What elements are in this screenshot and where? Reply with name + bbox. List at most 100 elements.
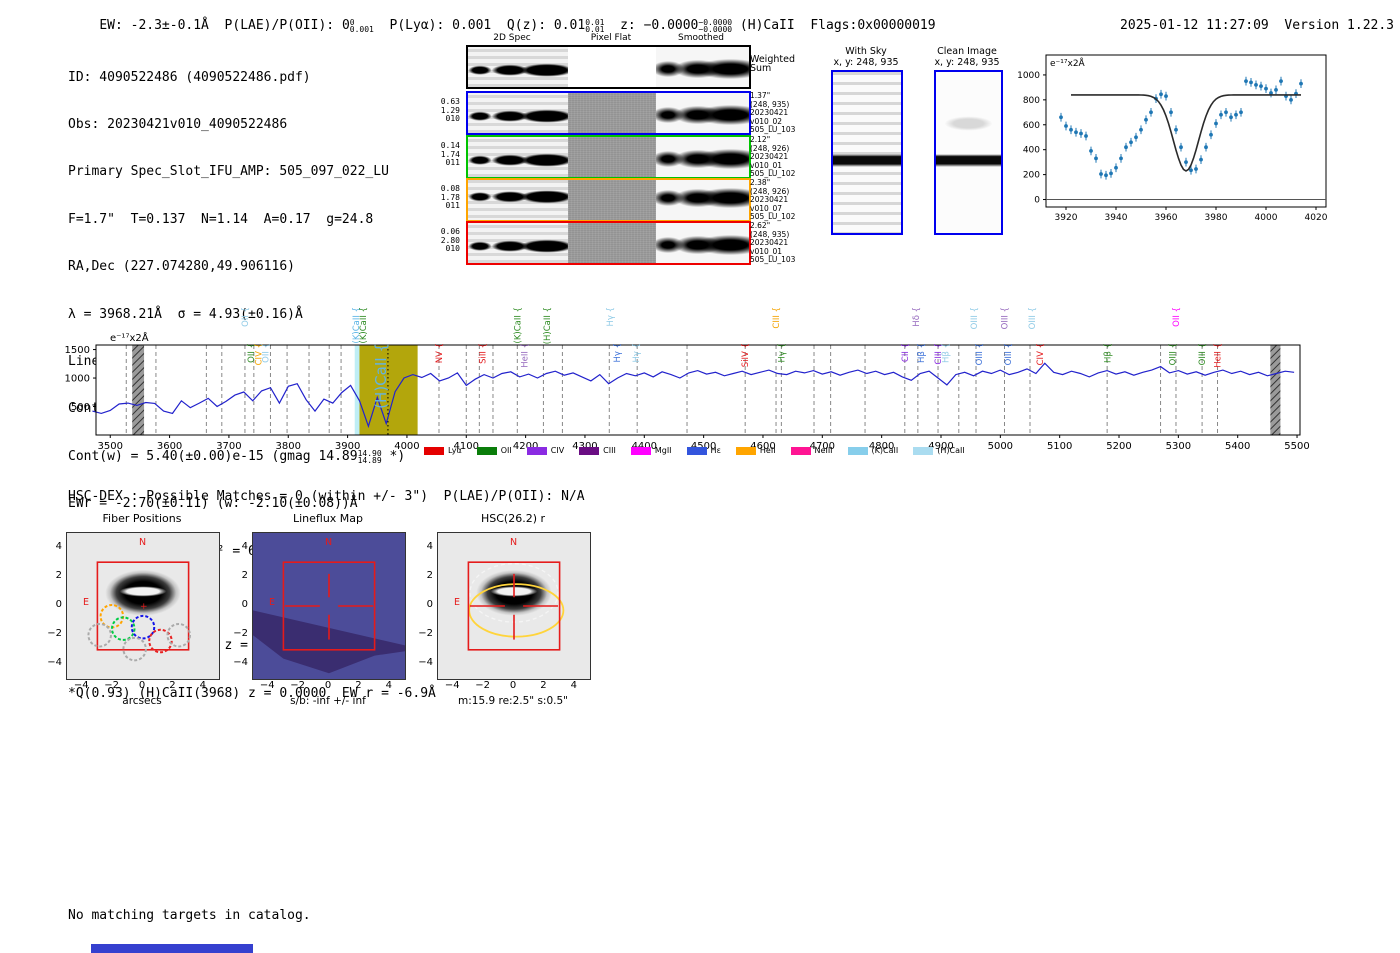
spec2d-image [468, 137, 568, 177]
fiber-circle [148, 628, 173, 654]
weighted-sum-label: Weighted Sum [750, 54, 795, 74]
footer-color-bar [91, 944, 253, 953]
emission-line-label: OIII { [1004, 343, 1014, 365]
emission-line-label: OII { [247, 343, 257, 363]
y-tick-label: −4 [47, 657, 62, 669]
legend-item: MgII [630, 446, 672, 455]
emission-line-label: OIII { [975, 343, 985, 365]
header-meta: 2025-01-12 11:27:09 Version 1.22.3 [1089, 3, 1394, 48]
spec2d-row-1 [466, 91, 751, 135]
x-tick-label: −2 [290, 680, 305, 691]
legend-swatch [790, 446, 811, 455]
fiber-weights-2: 0.14 1.74 011 [440, 141, 460, 167]
legend-item: (K)CaII [847, 446, 898, 455]
emission-line-label: (K)CaII { [359, 307, 369, 343]
y-tick-label: −2 [47, 628, 62, 640]
svg-text:3940: 3940 [1105, 213, 1128, 223]
svg-text:5000: 5000 [988, 441, 1013, 452]
hsc-xaxis-label: m:15.9 re:2.5" s:0.5" [458, 695, 568, 707]
north-label: N [510, 537, 518, 548]
y-tick-label: 4 [241, 540, 248, 552]
legend-swatch [526, 446, 547, 455]
info-seeing: F=1.7" T=0.137 N=1.14 A=0.17 g=24.8 [68, 211, 374, 227]
hsc-r-title: HSC(26.2) r [480, 512, 546, 525]
clean-image-coords: x, y: 248, 935 [934, 57, 1000, 68]
fiber-circle [110, 616, 136, 641]
fiber-id-1: 1.37" (248, 935) 20230421 v010_02 505_LU… [750, 91, 796, 134]
svg-text:1000: 1000 [1017, 71, 1040, 81]
with-sky-title: With Sky [845, 46, 887, 57]
y-tick-label: 4 [426, 540, 433, 552]
legend-swatch [686, 446, 707, 455]
footer-line-1: No matching targets in catalog. [68, 908, 311, 923]
emission-line-label: OII { [1172, 307, 1182, 327]
svg-text:4800: 4800 [869, 441, 894, 452]
x-tick-label: −4 [73, 680, 89, 691]
center-marker: + [140, 602, 148, 612]
y-tick-label: 2 [241, 569, 248, 581]
spec2d-row-weighted-sum [466, 45, 751, 89]
svg-text:3600: 3600 [157, 441, 182, 452]
svg-text:3900: 3900 [335, 441, 360, 452]
pixelflat-image [568, 93, 656, 133]
east-label: E [454, 597, 461, 608]
legend-item: Lyα [424, 446, 462, 455]
olive-band [359, 345, 418, 435]
with-sky-cutout [831, 70, 903, 235]
emission-line-label: (H)CaII { [543, 307, 553, 344]
emission-line-label: SiIV { [741, 343, 751, 367]
y-tick-label: −2 [418, 628, 433, 640]
legend-swatch [847, 446, 868, 455]
emission-line-label: OIII { [970, 307, 980, 329]
emission-line-label: CIV { [255, 343, 265, 365]
lineflux-map-title: Lineflux Map [292, 512, 364, 525]
svg-text:500: 500 [71, 402, 90, 413]
y-tick-label: 0 [55, 599, 62, 610]
emission-line-label: Hβ { [942, 343, 952, 363]
y-tick-label: 0 [426, 599, 433, 610]
emission-line-label: Hγ { [632, 343, 642, 363]
info-primary-spec: Primary Spec_Slot_IFU_AMP: 505_097_022_L… [68, 164, 389, 180]
smoothed-image [656, 93, 749, 133]
fiber-positions-panel: + N E [66, 532, 220, 680]
svg-text:200: 200 [1023, 171, 1040, 181]
emission-line-label: (H)CaII { [372, 343, 390, 409]
fiber-weights-4: 0.06 2.80 010 [440, 227, 460, 253]
svg-text:800: 800 [1023, 96, 1040, 106]
info-obs: Obs: 20230421v010_4090522486 [68, 116, 288, 132]
header-z: z: −0.0000 [604, 18, 699, 33]
emission-line-label: Hδ { [912, 307, 922, 327]
y-tick-label: 2 [55, 569, 62, 581]
full-spectrum-chart: 500 1000 1500 3500 3600 3700 3800 3900 4000 4100 4… [65, 307, 1310, 452]
svg-text:3700: 3700 [216, 441, 241, 452]
svg-text:1000: 1000 [65, 374, 90, 385]
legend-label: Hε [710, 446, 721, 455]
fiber-circle [122, 636, 147, 662]
spec2d-row-2 [466, 135, 751, 179]
header-line-flags: (H)CaII Flags:0x00000019 [732, 18, 936, 33]
fiber-weights-3: 0.08 1.78 011 [440, 184, 460, 210]
spec2d-row-3 [466, 178, 751, 222]
spec2d-image [468, 223, 568, 263]
legend-swatch [424, 446, 444, 455]
x-tick-label: 4 [199, 680, 206, 691]
emission-line-label: OIII { [1000, 307, 1010, 329]
info-id: ID: 4090522486 (4090522486.pdf) [68, 69, 311, 85]
gmag-errors: 14.90 14.89 [357, 448, 382, 465]
lineflux-map-panel: N E [252, 532, 406, 680]
fiber-positions-overlay: + [87, 561, 191, 662]
legend-label: (H)CaII [937, 446, 965, 455]
emission-line-label: CIV { [1036, 343, 1046, 365]
clean-image-cutout [934, 70, 1003, 235]
spectrum-line [92, 362, 1295, 429]
fiber-circle [130, 614, 156, 640]
smoothed-image [656, 223, 749, 263]
info-best-solution: *Q(0.93) (H)CaII(3968) z = 0.0000 EW r =… [68, 685, 436, 701]
fiber-id-4: 2.62" (248, 935) 20230421 v010_01 505_LU… [750, 221, 796, 264]
emission-line-label: Hβ { [1104, 343, 1114, 363]
legend-item: (H)CaII [913, 446, 965, 455]
footer-notes: No matching targets in catalog. Row inte… [68, 876, 311, 953]
emission-line-label: NV { [435, 343, 445, 363]
y-tick-label: 2 [426, 569, 433, 581]
legend-label: OII [500, 446, 512, 455]
